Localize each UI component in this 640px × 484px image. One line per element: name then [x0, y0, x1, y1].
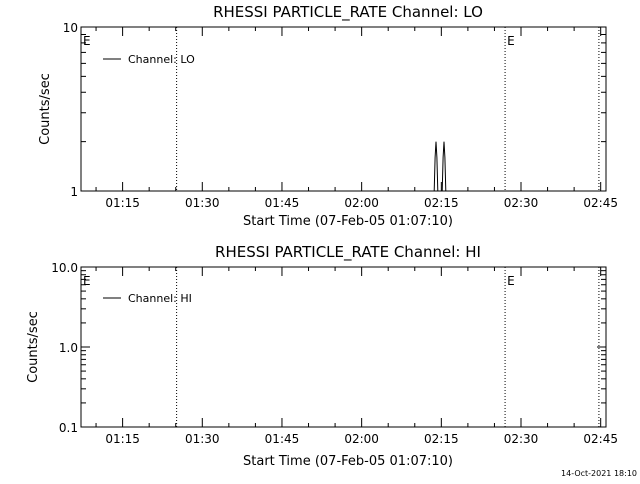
x-tick-label: 02:00 — [344, 196, 379, 210]
legend-hi: Channel: HI — [103, 292, 192, 305]
y-tick-label: 10.0 — [51, 261, 78, 275]
plot-frame-lo — [80, 26, 607, 192]
y-tick-label: 10 — [63, 21, 78, 35]
x-tick-label: 01:15 — [105, 432, 140, 446]
x-tick-label: 01:30 — [185, 196, 220, 210]
y-axis-hi: 0.1 1.0 10.0 — [51, 261, 606, 435]
event-marker: E — [83, 34, 91, 48]
x-axis-hi: 01:15 01:30 01:45 02:00 02:15 02:30 02:45 — [95, 267, 618, 446]
x-tick-label: 01:45 — [265, 196, 300, 210]
x-tick-label: 01:45 — [265, 432, 300, 446]
x-tick-label: 01:15 — [105, 196, 140, 210]
legend-label-lo: Channel: LO — [128, 53, 195, 66]
x-tick-label: 02:45 — [583, 432, 618, 446]
x-axis-label-lo: Start Time (07-Feb-05 01:07:10) — [243, 214, 453, 229]
y-axis-label-hi: Counts/sec — [26, 311, 41, 383]
series-line-lo — [433, 141, 447, 192]
x-tick-label: 02:30 — [504, 432, 539, 446]
panel-lo: RHESSI PARTICLE_RATE Channel: LO 01:15 01… — [38, 3, 618, 229]
event-marker: E — [83, 274, 91, 288]
x-tick-label: 02:15 — [424, 196, 459, 210]
x-tick-label: 02:30 — [504, 196, 539, 210]
y-axis-label-lo: Counts/sec — [38, 73, 53, 145]
timestamp-footer: 14-Oct-2021 18:10 — [561, 469, 637, 478]
x-axis-lo: 01:15 01:30 01:45 02:00 02:15 02:30 02:45 — [95, 27, 618, 210]
x-tick-label: 02:00 — [344, 432, 379, 446]
panel-hi: RHESSI PARTICLE_RATE Channel: HI 01:15 01… — [26, 243, 618, 469]
x-tick-label: 01:30 — [185, 432, 220, 446]
y-axis-lo: 1 10 — [63, 21, 606, 199]
event-marker: E — [507, 274, 515, 288]
legend-lo: Channel: LO — [103, 53, 195, 66]
plot-frame-hi — [80, 266, 607, 428]
event-marker: E — [507, 34, 515, 48]
series-lo — [433, 141, 447, 192]
y-tick-label: 1 — [70, 185, 78, 199]
x-tick-label: 02:45 — [583, 196, 618, 210]
x-axis-label-hi: Start Time (07-Feb-05 01:07:10) — [243, 454, 453, 469]
y-tick-label: 1.0 — [59, 341, 78, 355]
chart-title-hi: RHESSI PARTICLE_RATE Channel: HI — [215, 243, 481, 262]
chart-title-lo: RHESSI PARTICLE_RATE Channel: LO — [213, 3, 483, 22]
x-tick-label: 02:15 — [424, 432, 459, 446]
y-tick-label: 0.1 — [59, 421, 78, 435]
legend-label-hi: Channel: HI — [128, 292, 192, 305]
